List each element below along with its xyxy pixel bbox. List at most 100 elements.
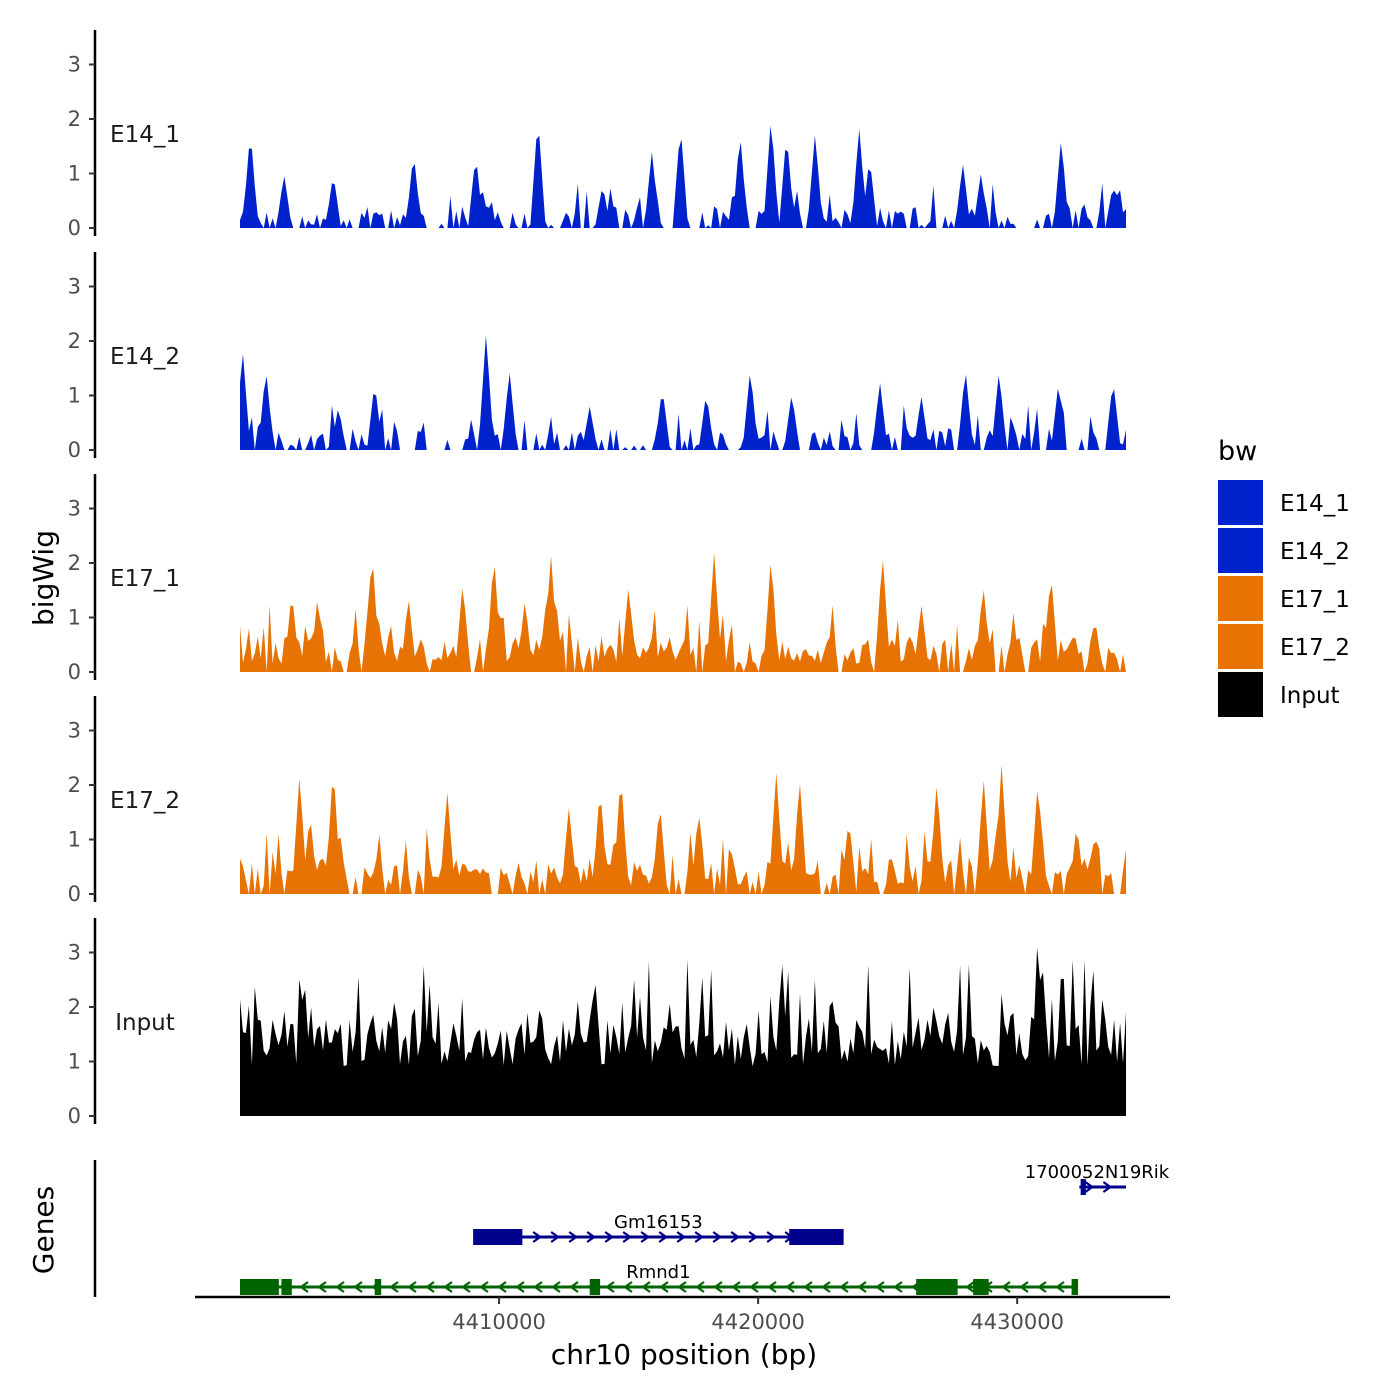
legend-label: E17_1: [1280, 587, 1350, 613]
gene-exon: [973, 1279, 989, 1295]
y-tick-label: 0: [68, 1104, 81, 1128]
x-tick-label: 4410000: [452, 1310, 546, 1334]
strand-arrow: [677, 1281, 687, 1293]
track-E14_1: 0 1 2 3 E14_1: [68, 30, 1126, 240]
strand-arrow: [749, 1281, 759, 1293]
gene-exon: [1071, 1279, 1079, 1295]
legend-swatch: [1218, 528, 1263, 573]
strand-arrow: [821, 1281, 831, 1293]
strand-arrow: [785, 1281, 795, 1293]
track-Input: 0 1 2 3 Input: [68, 918, 1126, 1128]
strand-arrow: [641, 1281, 651, 1293]
strand-arrow: [622, 1231, 633, 1243]
strand-arrow: [461, 1281, 471, 1293]
y-tick-label: 2: [68, 773, 81, 797]
strand-arrow: [712, 1231, 723, 1243]
legend-label: Input: [1280, 683, 1340, 709]
legend: bw E14_1 E14_2 E17_1 E17_2 Input: [1218, 436, 1350, 717]
y-tick-label: 1: [68, 1050, 81, 1074]
track-E14_2: 0 1 2 3 E14_2: [68, 252, 1126, 462]
strand-arrow: [1019, 1281, 1029, 1293]
track-E17_1: 0 1 2 3 E17_1: [68, 474, 1126, 684]
y-tick-label: 1: [68, 384, 81, 408]
strand-arrow: [695, 1281, 705, 1293]
y-tick-label: 0: [68, 438, 81, 462]
strand-arrow: [839, 1281, 849, 1293]
strand-arrow: [532, 1231, 543, 1243]
y-axis-title: bigWig: [27, 530, 60, 626]
gene-exon: [281, 1279, 292, 1295]
signal-tracks: 0 1 2 3 E14_1 0 1 2 3 E14_2 0 1 2 3 E17_1 0 1 2 3 E17_2 0 1 2 3…: [68, 30, 1126, 1128]
legend-label: E17_2: [1280, 635, 1350, 661]
strand-arrow: [1084, 1181, 1095, 1193]
legend-label: E14_2: [1280, 539, 1350, 565]
strand-arrow: [767, 1281, 777, 1293]
signal-area-E17_2: [240, 764, 1126, 894]
gene-1700052N19Rik: 1700052N19Rik: [1025, 1162, 1170, 1195]
x-tick-label: 4420000: [711, 1310, 805, 1334]
y-tick-label: 3: [68, 497, 81, 521]
y-tick-label: 1: [68, 606, 81, 630]
strand-arrow: [443, 1281, 453, 1293]
strand-arrow: [748, 1231, 759, 1243]
strand-arrow: [568, 1231, 579, 1243]
track-label: E14_1: [110, 122, 180, 148]
strand-arrow: [766, 1231, 777, 1243]
strand-arrow: [586, 1231, 597, 1243]
legend-swatch: [1218, 624, 1263, 669]
strand-arrow: [658, 1231, 669, 1243]
strand-arrow: [623, 1281, 633, 1293]
strand-arrow: [604, 1231, 615, 1243]
y-tick-label: 3: [68, 275, 81, 299]
strand-arrow: [659, 1281, 669, 1293]
gene-exon: [589, 1279, 601, 1295]
strand-arrow: [605, 1281, 615, 1293]
y-tick-label: 2: [68, 107, 81, 131]
legend-swatch: [1218, 576, 1263, 621]
strand-arrow: [893, 1281, 903, 1293]
track-label: E17_1: [110, 566, 180, 592]
strand-arrow: [479, 1281, 489, 1293]
y-tick-label: 3: [68, 719, 81, 743]
strand-arrow: [551, 1281, 561, 1293]
strand-arrow: [389, 1281, 399, 1293]
gene-label: Rmnd1: [626, 1262, 690, 1283]
strand-arrow: [965, 1281, 975, 1293]
signal-area-E14_2: [240, 335, 1126, 450]
y-tick-label: 3: [68, 941, 81, 965]
legend-label: E14_1: [1280, 491, 1350, 517]
strand-arrow: [317, 1281, 327, 1293]
legend-swatch: [1218, 480, 1263, 525]
gene-exon: [240, 1279, 279, 1295]
signal-area-E17_1: [240, 552, 1126, 672]
strand-arrow: [299, 1281, 309, 1293]
gene-exon: [473, 1229, 523, 1245]
gene-exon: [1080, 1179, 1086, 1195]
gene-Rmnd1: Rmnd1: [240, 1262, 1079, 1295]
y-tick-label: 2: [68, 329, 81, 353]
y-tick-label: 2: [68, 995, 81, 1019]
x-axis: 4410000 4420000 4430000: [195, 1295, 1170, 1334]
strand-arrow: [335, 1281, 345, 1293]
x-tick-label: 4430000: [970, 1310, 1064, 1334]
strand-arrow: [713, 1281, 723, 1293]
track-label: E14_2: [110, 344, 180, 370]
strand-arrow: [497, 1281, 507, 1293]
track-label: E17_2: [110, 788, 180, 814]
strand-arrow: [425, 1281, 435, 1293]
signal-area-E14_1: [240, 125, 1126, 228]
strand-arrow: [731, 1281, 741, 1293]
strand-arrow: [353, 1281, 363, 1293]
strand-arrow: [550, 1231, 561, 1243]
strand-arrow: [875, 1281, 885, 1293]
x-axis-title: chr10 position (bp): [551, 1338, 817, 1371]
y-tick-label: 0: [68, 216, 81, 240]
strand-arrow: [857, 1281, 867, 1293]
signal-area-Input: [240, 947, 1126, 1116]
strand-arrow: [407, 1281, 417, 1293]
track-label: Input: [115, 1010, 175, 1036]
strand-arrow: [515, 1281, 525, 1293]
y-tick-label: 0: [68, 882, 81, 906]
strand-arrow: [803, 1281, 813, 1293]
